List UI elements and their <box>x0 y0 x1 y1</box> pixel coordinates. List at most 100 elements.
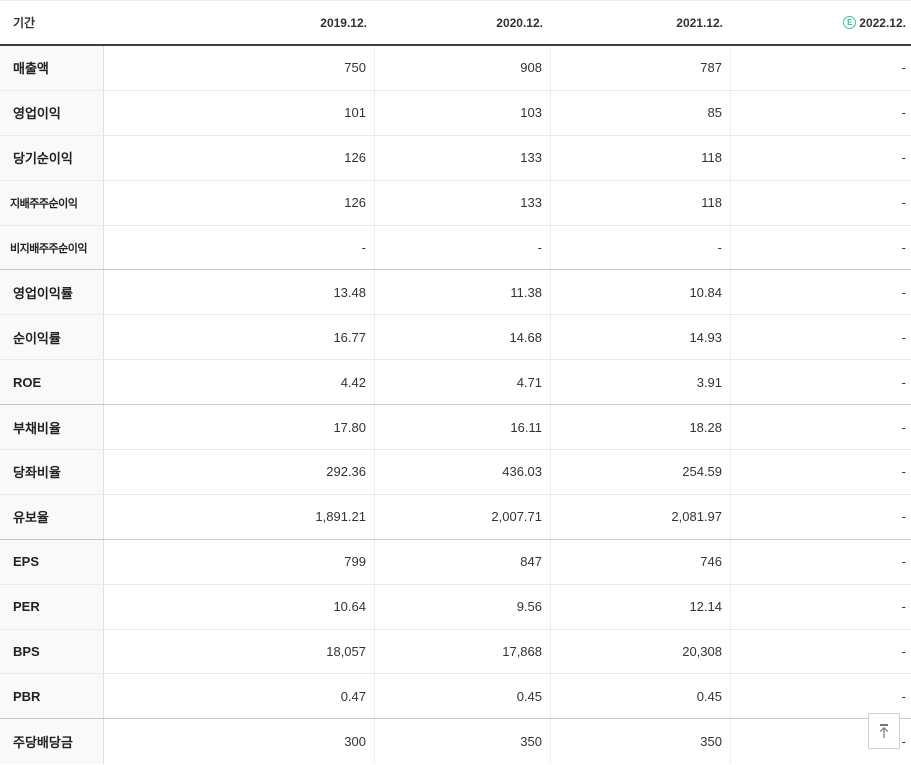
cell-value: - <box>104 225 375 270</box>
cell-value: 847 <box>375 539 551 584</box>
column-header-2022-estimate: E 2022.12. <box>731 1 911 44</box>
table-row: EPS 799 847 746 - <box>0 539 911 585</box>
row-label: 영업이익 <box>0 90 104 135</box>
column-header-2022-label: 2022.12. <box>859 15 906 30</box>
arrow-up-to-bar-icon <box>877 722 891 740</box>
cell-value: - <box>901 509 906 525</box>
cell-value: 20,308 <box>551 629 731 674</box>
table-row: 유보율 1,891.21 2,007.71 2,081.97 - <box>0 494 911 540</box>
table-row: 순이익률 16.77 14.68 14.93 - <box>0 315 911 361</box>
cell-value: 4.71 <box>375 360 551 405</box>
row-label: 순이익률 <box>0 315 104 360</box>
cell-value: - <box>901 644 906 660</box>
row-label: ROE <box>0 360 104 405</box>
cell-value: 126 <box>104 135 375 180</box>
cell-value: - <box>901 240 906 255</box>
cell-value: 787 <box>551 46 731 90</box>
table-row: 주당배당금 300 350 350 - <box>0 719 911 765</box>
row-label: 유보율 <box>0 494 104 539</box>
cell-value: 350 <box>551 719 731 765</box>
cell-value: 17,868 <box>375 629 551 674</box>
estimate-icon: E <box>843 16 857 29</box>
cell-value: - <box>901 60 906 76</box>
cell-value: 292.36 <box>104 450 375 494</box>
cell-value: 101 <box>104 90 375 135</box>
cell-value: - <box>901 105 906 121</box>
cell-value: 18.28 <box>551 405 731 450</box>
table-row: 영업이익률 13.48 11.38 10.84 - <box>0 270 911 316</box>
cell-value: - <box>901 554 906 570</box>
cell-value: - <box>901 419 906 435</box>
cell-value: 1,891.21 <box>104 494 375 539</box>
cell-value: - <box>901 734 906 750</box>
cell-value: 4.42 <box>104 360 375 405</box>
cell-value: 14.68 <box>375 315 551 360</box>
cell-value: 350 <box>375 719 551 765</box>
row-label: 영업이익률 <box>0 270 104 315</box>
cell-value: - <box>375 225 551 270</box>
cell-value: 16.77 <box>104 315 375 360</box>
cell-value: - <box>901 688 906 704</box>
table-row: 지배주주순이익 126 133 118 - <box>0 180 911 226</box>
table-row: ROE 4.42 4.71 3.91 - <box>0 360 911 406</box>
cell-value: 908 <box>375 46 551 90</box>
cell-value: 12.14 <box>551 584 731 629</box>
row-label: 당기순이익 <box>0 135 104 180</box>
row-label: 매출액 <box>0 46 104 90</box>
column-header-2021: 2021.12. <box>676 15 723 30</box>
cell-value: 10.84 <box>551 270 731 315</box>
cell-value: 118 <box>551 180 731 225</box>
cell-value: 300 <box>104 719 375 765</box>
cell-value: 0.45 <box>375 674 551 719</box>
cell-value: - <box>901 329 906 345</box>
row-label: BPS <box>0 629 104 674</box>
cell-value: 254.59 <box>551 450 731 494</box>
cell-value: - <box>901 374 906 390</box>
table-row: 당기순이익 126 133 118 - <box>0 135 911 181</box>
cell-value: 16.11 <box>375 405 551 450</box>
column-header-2020: 2020.12. <box>496 15 543 30</box>
table-row: BPS 18,057 17,868 20,308 - <box>0 629 911 675</box>
table-row: 당좌비율 292.36 436.03 254.59 - <box>0 450 911 495</box>
cell-value: 750 <box>104 46 375 90</box>
period-header-label: 기간 <box>13 16 36 30</box>
row-label: PBR <box>0 674 104 719</box>
table-row: 영업이익 101 103 85 - <box>0 90 911 136</box>
table-row: 부채비율 17.80 16.11 18.28 - <box>0 405 911 451</box>
cell-value: 0.45 <box>551 674 731 719</box>
cell-value: 85 <box>551 90 731 135</box>
cell-value: 17.80 <box>104 405 375 450</box>
cell-value: 103 <box>375 90 551 135</box>
cell-value: 799 <box>104 539 375 584</box>
cell-value: 133 <box>375 180 551 225</box>
cell-value: 9.56 <box>375 584 551 629</box>
cell-value: 126 <box>104 180 375 225</box>
cell-value: 3.91 <box>551 360 731 405</box>
cell-value: 746 <box>551 539 731 584</box>
cell-value: - <box>901 195 906 211</box>
cell-value: 2,081.97 <box>551 494 731 539</box>
cell-value: - <box>901 150 906 166</box>
cell-value: 436.03 <box>375 450 551 494</box>
cell-value: - <box>901 284 906 300</box>
table-row: PER 10.64 9.56 12.14 - <box>0 584 911 630</box>
scroll-to-top-button[interactable] <box>868 713 900 749</box>
column-header-2019: 2019.12. <box>320 15 367 30</box>
row-label: PER <box>0 584 104 629</box>
row-label: EPS <box>0 539 104 584</box>
cell-value: - <box>901 599 906 615</box>
cell-value: 2,007.71 <box>375 494 551 539</box>
cell-value: 18,057 <box>104 629 375 674</box>
cell-value: - <box>901 464 906 480</box>
cell-value: 14.93 <box>551 315 731 360</box>
cell-value: 13.48 <box>104 270 375 315</box>
cell-value: 133 <box>375 135 551 180</box>
cell-value: 10.64 <box>104 584 375 629</box>
table-row: 비지배주주순이익 - - - - <box>0 225 911 271</box>
row-label: 당좌비율 <box>0 450 104 494</box>
cell-value: 11.38 <box>375 270 551 315</box>
cell-value: 118 <box>551 135 731 180</box>
cell-value: 0.47 <box>104 674 375 719</box>
table-row: 매출액 750 908 787 - <box>0 46 911 91</box>
